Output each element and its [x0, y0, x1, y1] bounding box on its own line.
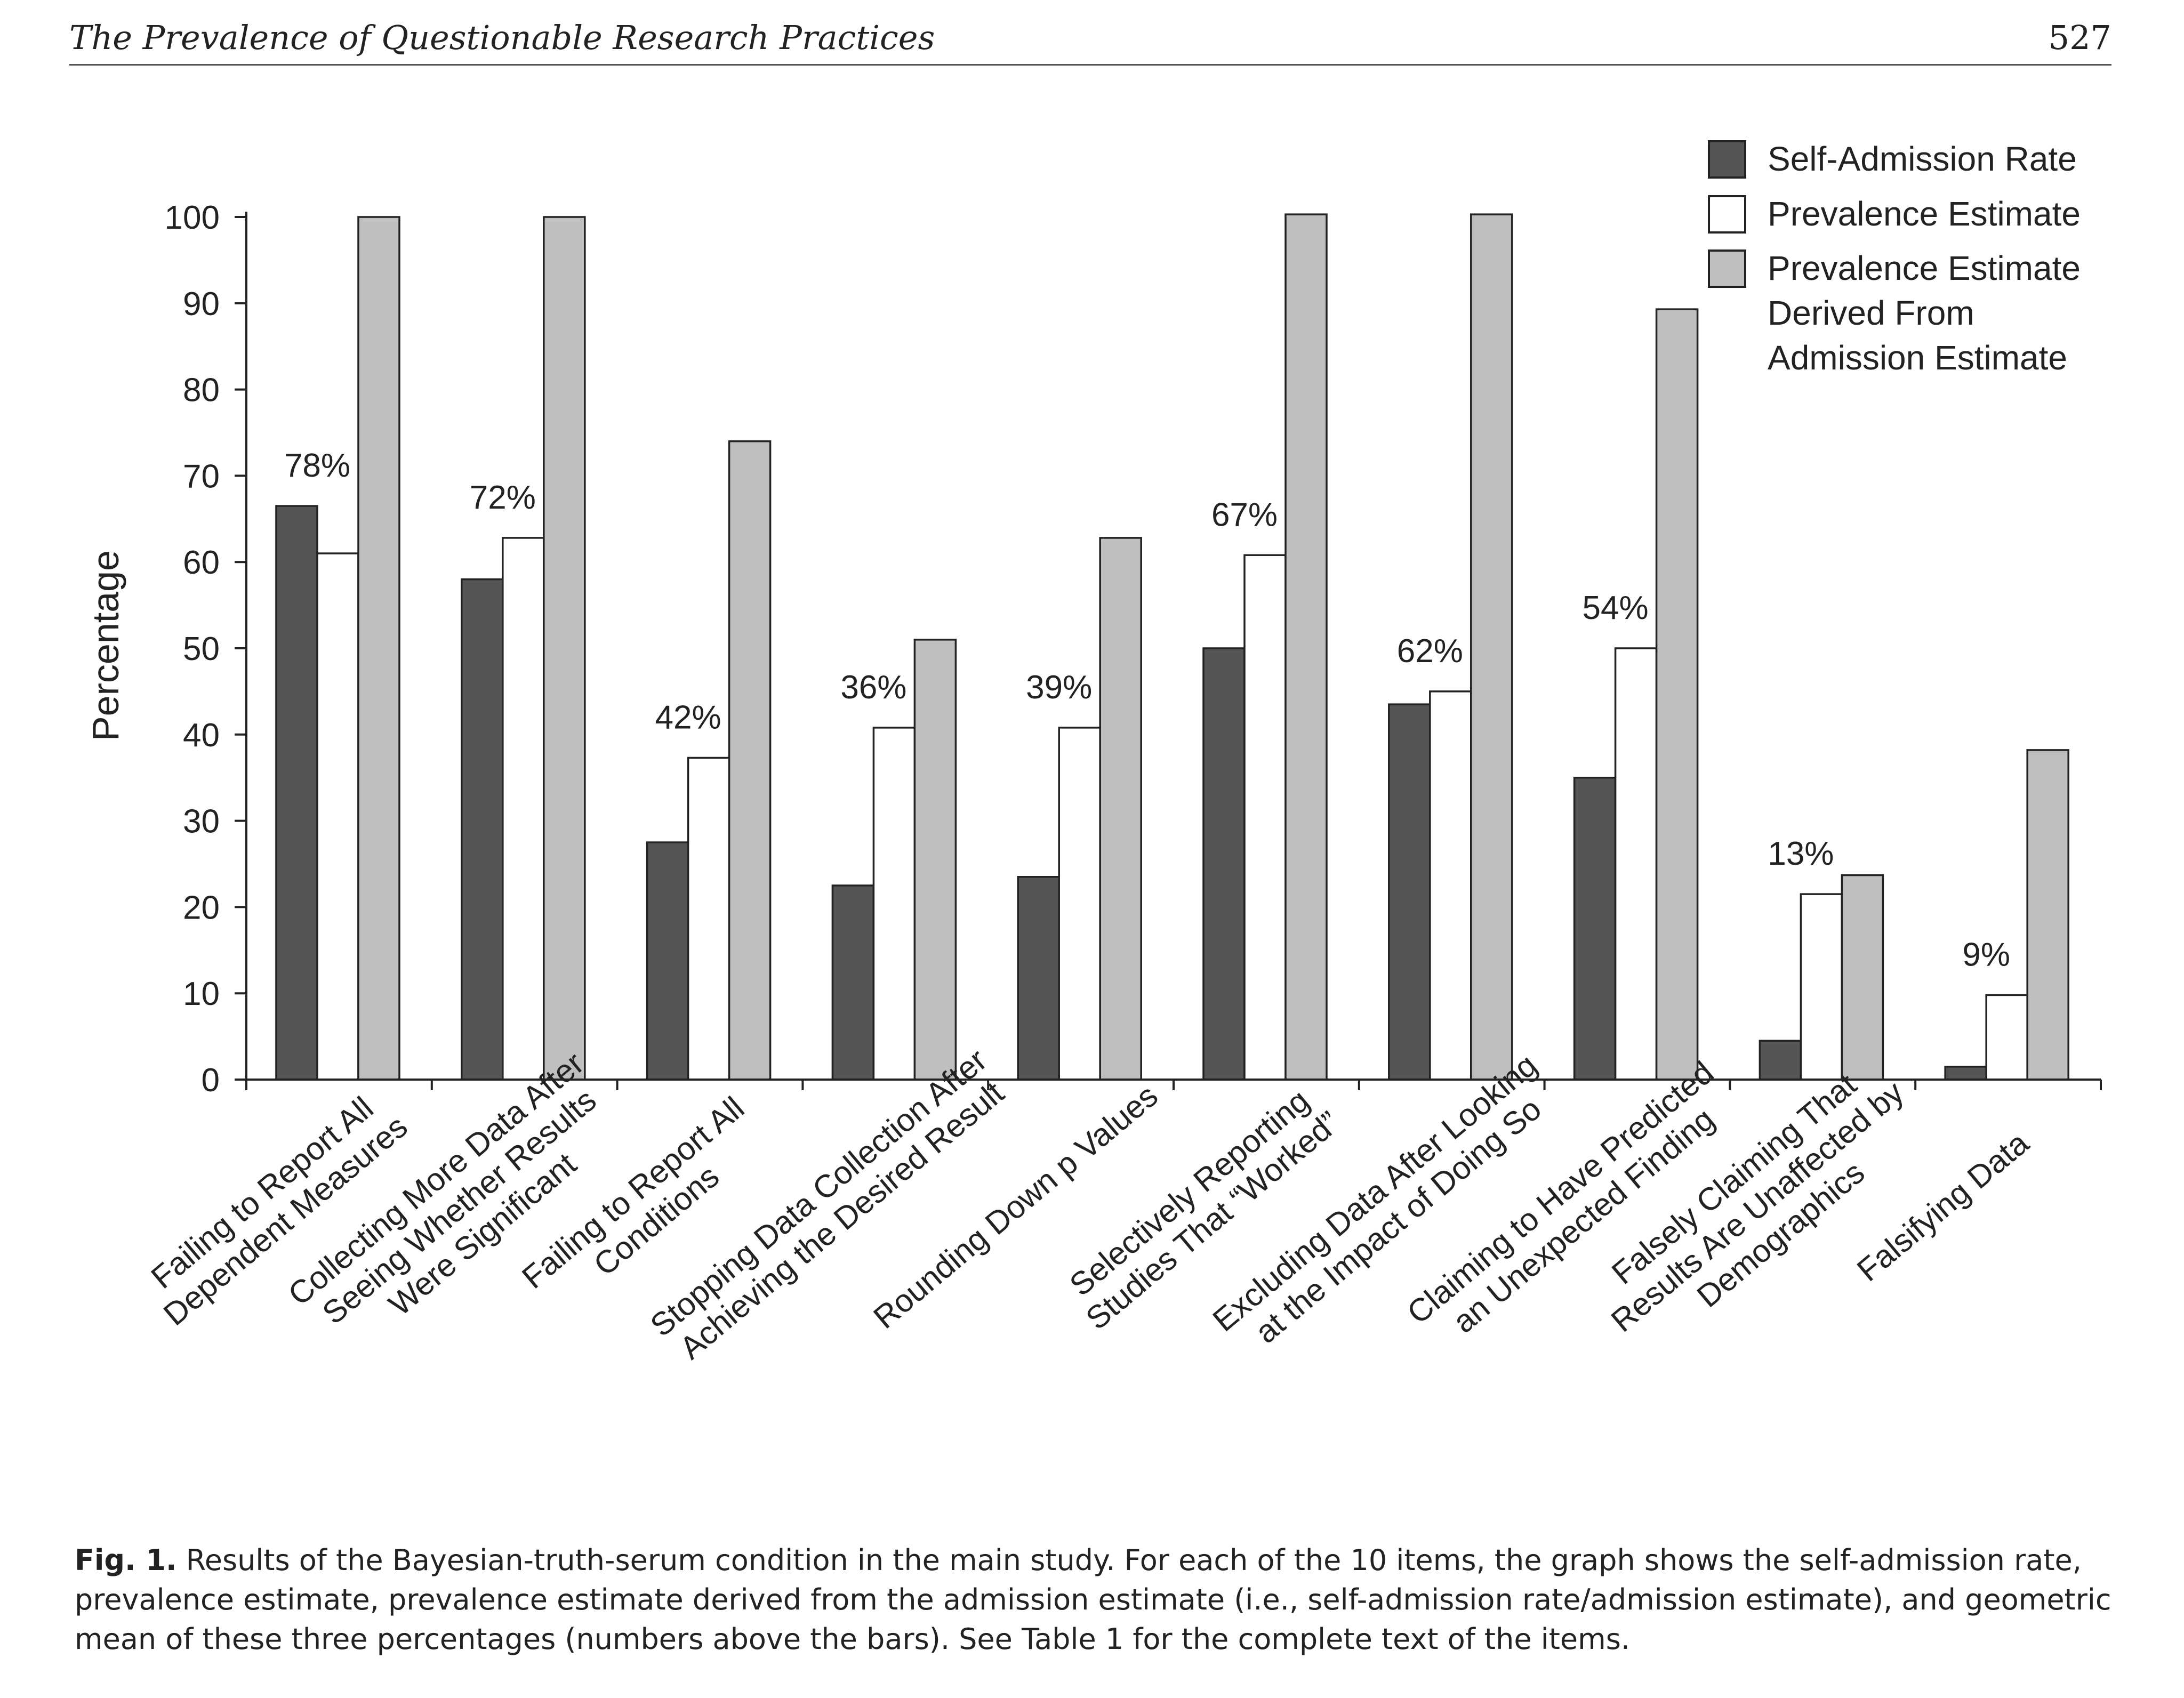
bar [543, 216, 586, 1081]
y-tick-label: 80 [183, 372, 220, 409]
data-label: 72% [470, 479, 536, 516]
legend-label-line: Self-Admission Rate [1768, 140, 2077, 178]
bar [461, 578, 504, 1081]
data-label: 78% [284, 447, 350, 484]
category-label: Collecting More Data AfterSeeing Whether… [282, 1045, 637, 1368]
bar [687, 757, 730, 1081]
bar [1099, 537, 1142, 1081]
legend-label-line: Admission Estimate [1768, 339, 2067, 377]
bar [1985, 994, 2028, 1081]
y-tick-label: 90 [183, 286, 220, 323]
bars [275, 213, 2069, 1081]
y-tick-label: 10 [183, 976, 220, 1012]
bar [872, 727, 916, 1081]
y-axis-ticks: 0 10 20 30 40 50 60 70 80 90 100 [165, 199, 246, 1099]
legend-label: Prevalence Estimate [1768, 195, 2081, 233]
running-header: The Prevalence of Questionable Research … [69, 11, 2111, 66]
bar [1388, 703, 1431, 1081]
bar [316, 552, 359, 1081]
bar [1614, 647, 1658, 1081]
bar [646, 841, 689, 1081]
legend-swatch [1708, 250, 1746, 288]
category-label: Excluding Data After Lookingat the Impac… [1206, 1047, 1567, 1366]
y-tick-label: 20 [183, 889, 220, 926]
bar [831, 884, 875, 1081]
data-label: 39% [1026, 669, 1092, 706]
y-tick-label: 100 [165, 199, 220, 236]
bar [728, 440, 772, 1081]
bar [1017, 876, 1060, 1081]
y-tick-label: 60 [183, 544, 220, 581]
bar [1944, 1065, 1987, 1081]
legend-swatch [1708, 140, 1746, 179]
bar [1655, 308, 1699, 1081]
bar [1202, 647, 1246, 1081]
bar-chart: 0 10 20 30 40 50 60 70 80 90 100 78% 72% 42% 36% 39% 67… [85, 140, 2102, 1368]
data-label: 36% [840, 669, 906, 706]
legend-label: Self-Admission Rate [1768, 140, 2077, 178]
bar [1470, 213, 1513, 1081]
page-number: 527 [2048, 18, 2111, 57]
bar [1058, 727, 1101, 1081]
legend-label: Prevalence Estimate Derived From Admission… [1768, 249, 2081, 377]
category-label: Falsely Claiming ThatResults Are Unaffec… [1581, 1047, 1933, 1367]
data-label: 62% [1397, 633, 1463, 670]
bar [502, 537, 545, 1081]
data-label: 9% [1962, 936, 2010, 973]
data-label: 54% [1583, 590, 1649, 626]
bar [1243, 554, 1287, 1081]
data-label: 42% [655, 699, 721, 736]
bar [1429, 690, 1472, 1081]
y-tick-label: 50 [183, 631, 220, 667]
bar [1284, 213, 1328, 1081]
y-tick-label: 40 [183, 717, 220, 754]
axes [245, 212, 2102, 1090]
bar [1841, 874, 1884, 1081]
y-tick-label: 0 [202, 1062, 220, 1099]
bar [1759, 1040, 1802, 1081]
y-axis-label: Percentage [85, 550, 126, 741]
legend-label-line: Derived From [1768, 294, 1974, 332]
bar [913, 639, 957, 1081]
legend-label-line: Prevalence Estimate [1768, 195, 2081, 233]
figure-caption: Fig. 1. Results of the Bayesian-truth-se… [75, 1541, 2111, 1659]
y-tick-label: 70 [183, 458, 220, 495]
data-label: 13% [1768, 835, 1834, 872]
category-label: Falsifying Data [1850, 1124, 2036, 1288]
caption-label: Fig. 1. [75, 1543, 177, 1577]
bar [1573, 776, 1617, 1081]
caption-text: Results of the Bayesian-truth-serum cond… [75, 1543, 2111, 1656]
legend-label-line: Prevalence Estimate [1768, 249, 2081, 287]
y-tick-label: 30 [183, 803, 220, 840]
legend-swatch [1708, 195, 1746, 234]
category-labels: Failing to Report AllDependent MeasuresC… [144, 1042, 2036, 1368]
bar [2026, 749, 2069, 1081]
data-label: 67% [1211, 496, 1278, 533]
bar [275, 505, 318, 1081]
bar [357, 216, 400, 1081]
category-label-line: Falsifying Data [1850, 1124, 2036, 1288]
data-labels: 78% 72% 42% 36% 39% 67% 62% 54% 13% 9% [284, 447, 2010, 973]
bar [1800, 893, 1843, 1081]
running-title: The Prevalence of Questionable Research … [69, 18, 935, 57]
